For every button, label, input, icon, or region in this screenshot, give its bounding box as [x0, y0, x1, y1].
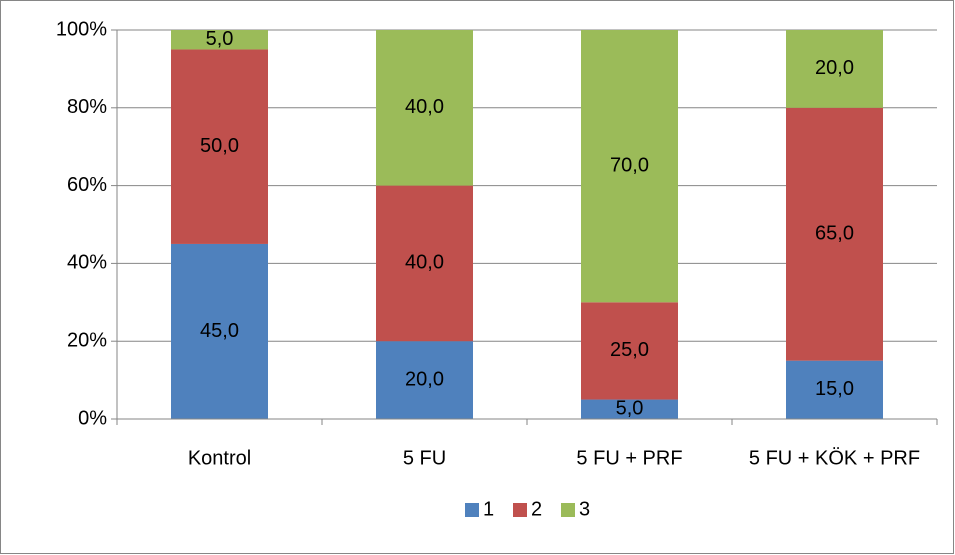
y-tick-label: 80% — [67, 96, 107, 118]
data-label: 5,0 — [206, 28, 234, 50]
data-label: 70,0 — [610, 154, 649, 176]
bar-segment — [376, 30, 473, 186]
data-label: 25,0 — [610, 339, 649, 361]
data-label: 40,0 — [405, 96, 444, 118]
legend-label: 1 — [483, 498, 494, 520]
bar-segment — [171, 49, 268, 244]
bar-segment — [171, 243, 268, 419]
y-tick-label: 0% — [78, 407, 107, 429]
bar-segment — [581, 302, 678, 400]
x-tick-label: 5 FU + KÖK + PRF — [749, 447, 920, 469]
y-tick-label: 20% — [67, 329, 107, 351]
bar-segment — [171, 30, 268, 50]
y-tick-label: 40% — [67, 252, 107, 274]
data-label: 65,0 — [815, 223, 854, 245]
bar-segment — [581, 399, 678, 419]
legend-swatch — [513, 503, 527, 517]
legend-label: 2 — [531, 498, 542, 520]
data-label: 20,0 — [815, 57, 854, 79]
data-label: 15,0 — [815, 378, 854, 400]
data-label: 45,0 — [200, 320, 239, 342]
data-label: 5,0 — [616, 398, 644, 420]
data-label: 20,0 — [405, 368, 444, 390]
data-label: 40,0 — [405, 252, 444, 274]
bar-segment — [786, 30, 883, 108]
bar-segment — [376, 341, 473, 419]
legend-label: 3 — [579, 498, 590, 520]
legend-swatch — [561, 503, 575, 517]
bar-segment — [786, 360, 883, 419]
bar-segment — [581, 30, 678, 303]
legend-swatch — [465, 503, 479, 517]
x-tick-label: 5 FU + PRF — [576, 447, 682, 469]
y-tick-label: 60% — [67, 174, 107, 196]
bar-segment — [786, 107, 883, 361]
bar-segment — [376, 185, 473, 342]
data-label: 50,0 — [200, 135, 239, 157]
y-tick-label: 100% — [56, 18, 107, 40]
x-tick-label: 5 FU — [403, 447, 446, 469]
x-tick-label: Kontrol — [188, 447, 251, 469]
